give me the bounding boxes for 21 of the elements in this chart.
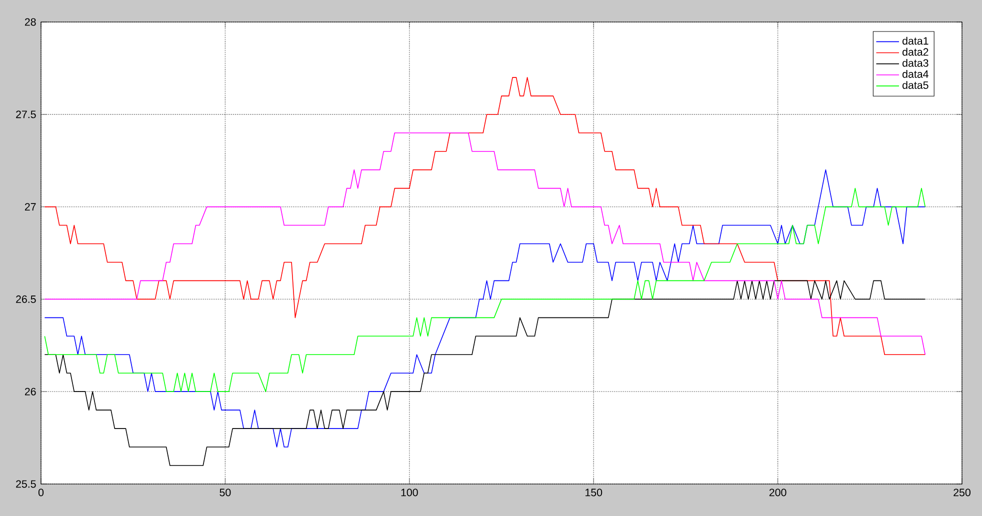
line-series	[44, 132, 926, 356]
x-tick-label: 150	[586, 488, 602, 496]
legend-label: data1	[902, 36, 928, 45]
line-series	[44, 169, 926, 448]
y-tick-label: 25.5	[16, 480, 36, 488]
y-tick-label: 28	[24, 18, 36, 26]
x-tick-label: 100	[401, 488, 418, 496]
x-tick-label: 200	[769, 488, 786, 496]
legend-label: data5	[902, 81, 928, 89]
y-tick-label: 26	[24, 388, 36, 396]
legend-label: data3	[902, 58, 928, 67]
y-tick-label: 27.5	[16, 110, 36, 118]
line-series	[44, 280, 926, 466]
y-tick-label: 27	[24, 203, 36, 211]
line-series	[44, 188, 926, 392]
x-tick-label: 250	[954, 488, 970, 496]
x-tick-label: 0	[38, 488, 44, 496]
legend-label: data4	[902, 70, 928, 78]
y-tick-label: 26.5	[16, 295, 36, 303]
legend-label: data2	[902, 48, 928, 56]
x-tick-label: 50	[220, 488, 231, 496]
